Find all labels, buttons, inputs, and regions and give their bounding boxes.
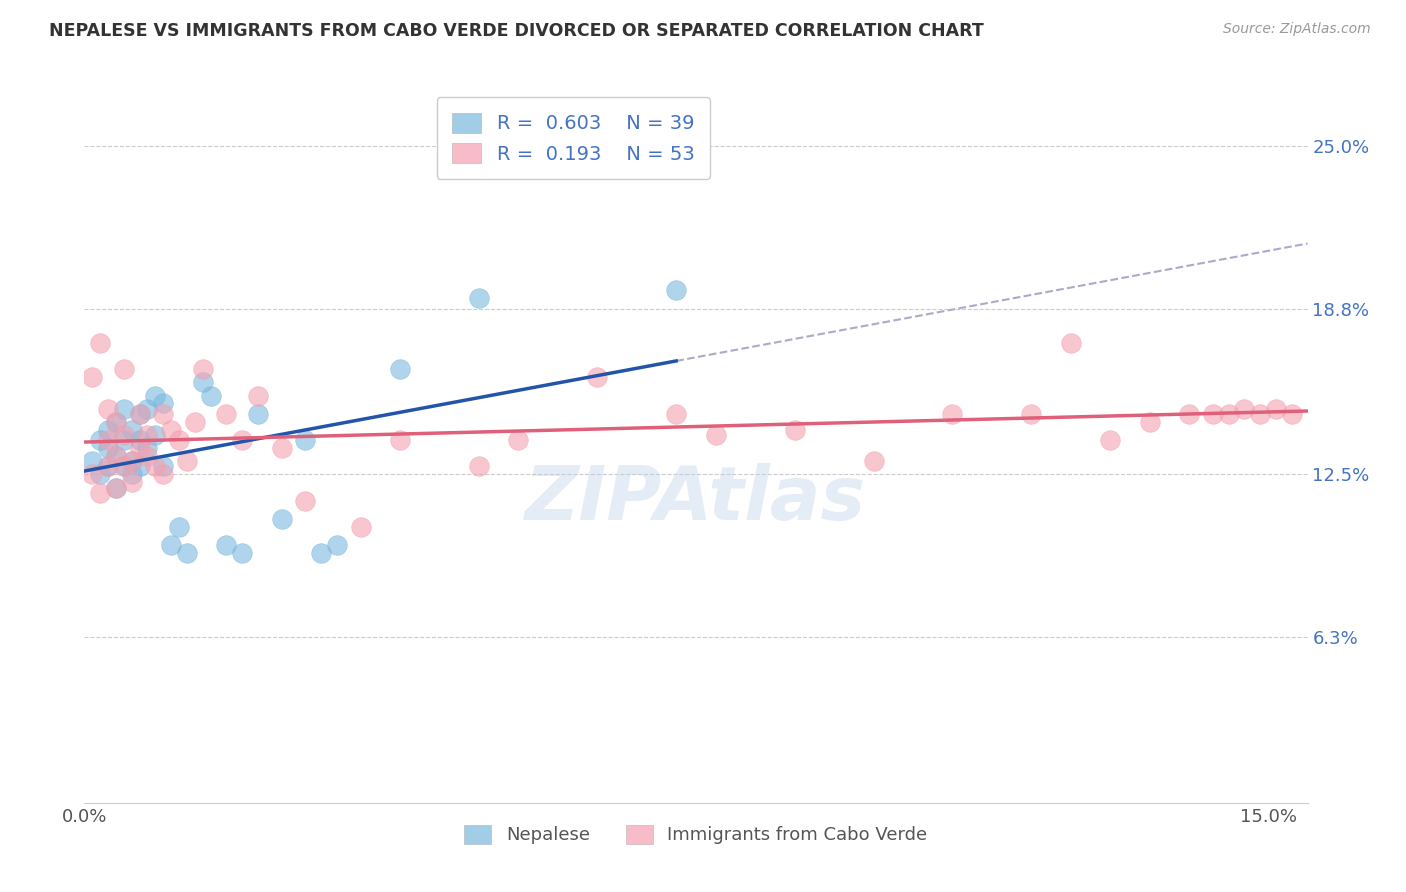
Point [112,428,135,442]
Point [160,423,183,437]
Point [97,434,120,448]
Point [152,396,174,410]
Point [270,512,292,526]
Point [121,454,143,468]
Point [176,546,198,560]
Point [389,362,412,376]
Text: NEPALESE VS IMMIGRANTS FROM CABO VERDE DIVORCED OR SEPARATED CORRELATION CHART: NEPALESE VS IMMIGRANTS FROM CABO VERDE D… [49,22,984,40]
Point [160,538,183,552]
Point [97,459,120,474]
Point [89,485,111,500]
Point [191,362,214,376]
Text: ZIPAtlas: ZIPAtlas [526,463,866,536]
Point [1060,336,1083,351]
Point [665,284,688,298]
Point [145,388,167,402]
Point [246,407,269,421]
Point [231,546,253,560]
Point [112,401,135,416]
Point [128,459,150,474]
Point [389,434,412,448]
Point [1099,434,1122,448]
Point [152,407,174,421]
Point [1233,401,1256,416]
Point [941,407,963,421]
Point [468,291,491,305]
Point [121,454,143,468]
Point [215,407,238,421]
Point [128,434,150,448]
Point [128,407,150,421]
Point [104,481,127,495]
Point [862,454,884,468]
Point [112,362,135,376]
Point [215,538,238,552]
Point [97,459,120,474]
Point [89,467,111,482]
Point [508,434,530,448]
Point [309,546,332,560]
Point [294,493,316,508]
Point [586,370,609,384]
Point [1178,407,1201,421]
Point [184,415,207,429]
Point [200,388,222,402]
Point [349,520,371,534]
Point [128,441,150,455]
Point [145,428,167,442]
Point [97,441,120,455]
Point [1021,407,1043,421]
Legend: Nepalese, Immigrants from Cabo Verde: Nepalese, Immigrants from Cabo Verde [457,818,935,852]
Point [1249,407,1271,421]
Point [468,459,491,474]
Point [104,415,127,429]
Point [136,428,159,442]
Point [121,475,143,490]
Point [167,520,190,534]
Point [231,434,253,448]
Point [104,415,127,429]
Point [89,336,111,351]
Point [121,467,143,482]
Point [176,454,198,468]
Point [294,434,316,448]
Point [104,449,127,463]
Point [191,376,214,390]
Point [1202,407,1225,421]
Point [136,401,159,416]
Point [121,423,143,437]
Point [97,401,120,416]
Point [104,481,127,495]
Point [1218,407,1240,421]
Point [246,388,269,402]
Point [1139,415,1161,429]
Point [136,449,159,463]
Point [145,459,167,474]
Point [89,434,111,448]
Point [82,467,104,482]
Point [112,459,135,474]
Point [167,434,190,448]
Point [704,428,727,442]
Point [326,538,349,552]
Point [112,459,135,474]
Point [1281,407,1303,421]
Point [1265,401,1288,416]
Point [82,454,104,468]
Point [270,441,292,455]
Point [665,407,688,421]
Point [104,449,127,463]
Point [136,441,159,455]
Text: Source: ZipAtlas.com: Source: ZipAtlas.com [1223,22,1371,37]
Point [152,459,174,474]
Point [152,467,174,482]
Point [82,370,104,384]
Point [97,423,120,437]
Point [128,407,150,421]
Point [112,434,135,448]
Point [783,423,806,437]
